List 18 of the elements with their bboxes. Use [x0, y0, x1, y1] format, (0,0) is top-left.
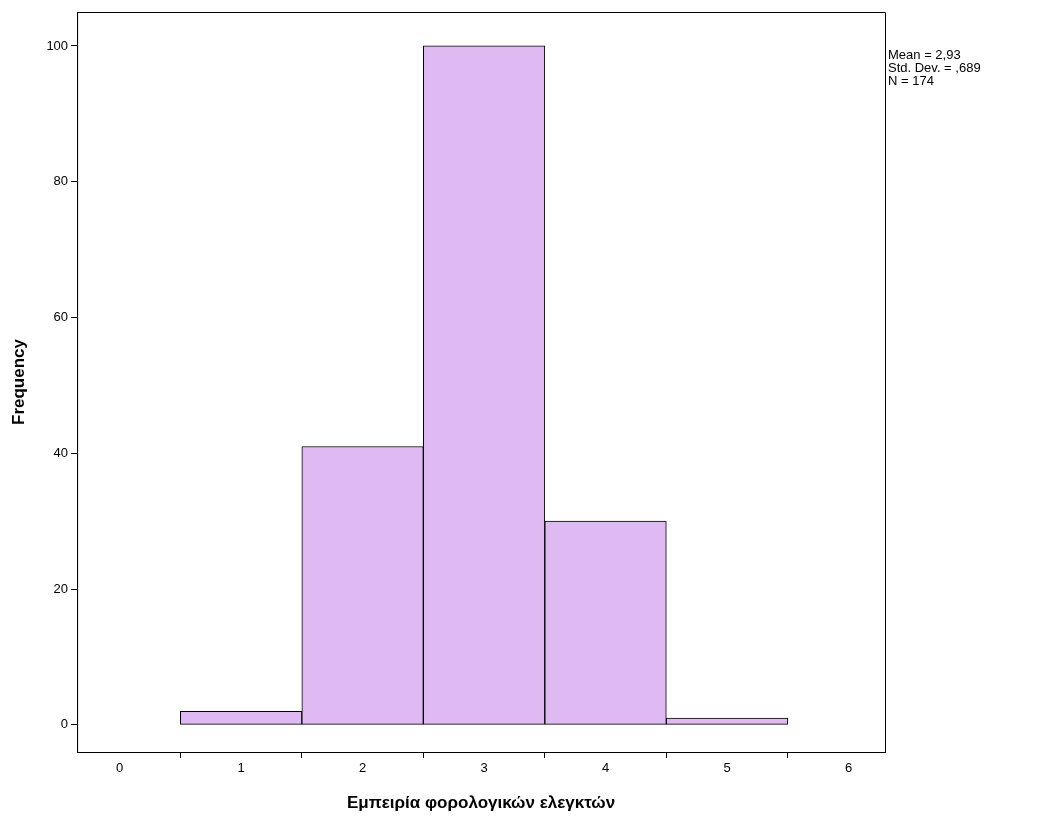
y-tick-label: 40	[53, 444, 69, 460]
y-tick-label: 0	[60, 716, 69, 732]
y-tick-label: 100	[46, 37, 69, 53]
y-tick-label: 20	[53, 580, 69, 596]
text: N = 174	[888, 73, 935, 88]
y-axis-title: Frequency	[8, 338, 28, 425]
text: Std. Dev. = ,689	[888, 60, 981, 75]
x-axis-title: Εμπειρία φορολογικών ελεγκτών	[346, 793, 616, 813]
x-tick-label: 5	[723, 760, 731, 776]
text: Mean = 2,93	[888, 47, 962, 62]
x-tick-label: 6	[844, 760, 853, 776]
y-tick-label: 80	[53, 173, 69, 189]
x-tick-label: 1	[237, 760, 245, 776]
x-tick-label: 3	[480, 760, 488, 776]
x-tick-label: 2	[358, 760, 367, 776]
x-tick-label: 4	[601, 760, 610, 776]
x-tick-label: 0	[115, 760, 124, 776]
y-tick-label: 60	[53, 309, 69, 325]
